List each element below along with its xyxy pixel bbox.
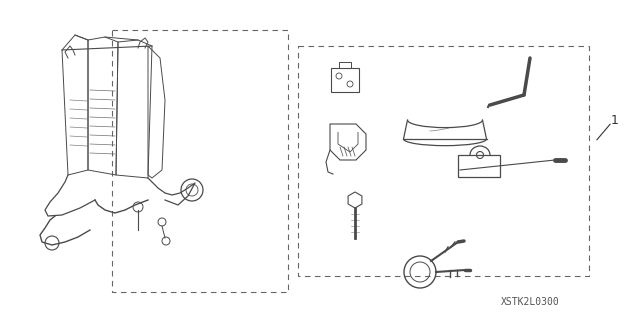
- Text: XSTK2L0300: XSTK2L0300: [500, 297, 559, 307]
- Bar: [298, 46, 589, 276]
- Text: 1: 1: [611, 114, 619, 127]
- Bar: [458, 155, 500, 177]
- Bar: [331, 68, 359, 92]
- Bar: [112, 30, 288, 292]
